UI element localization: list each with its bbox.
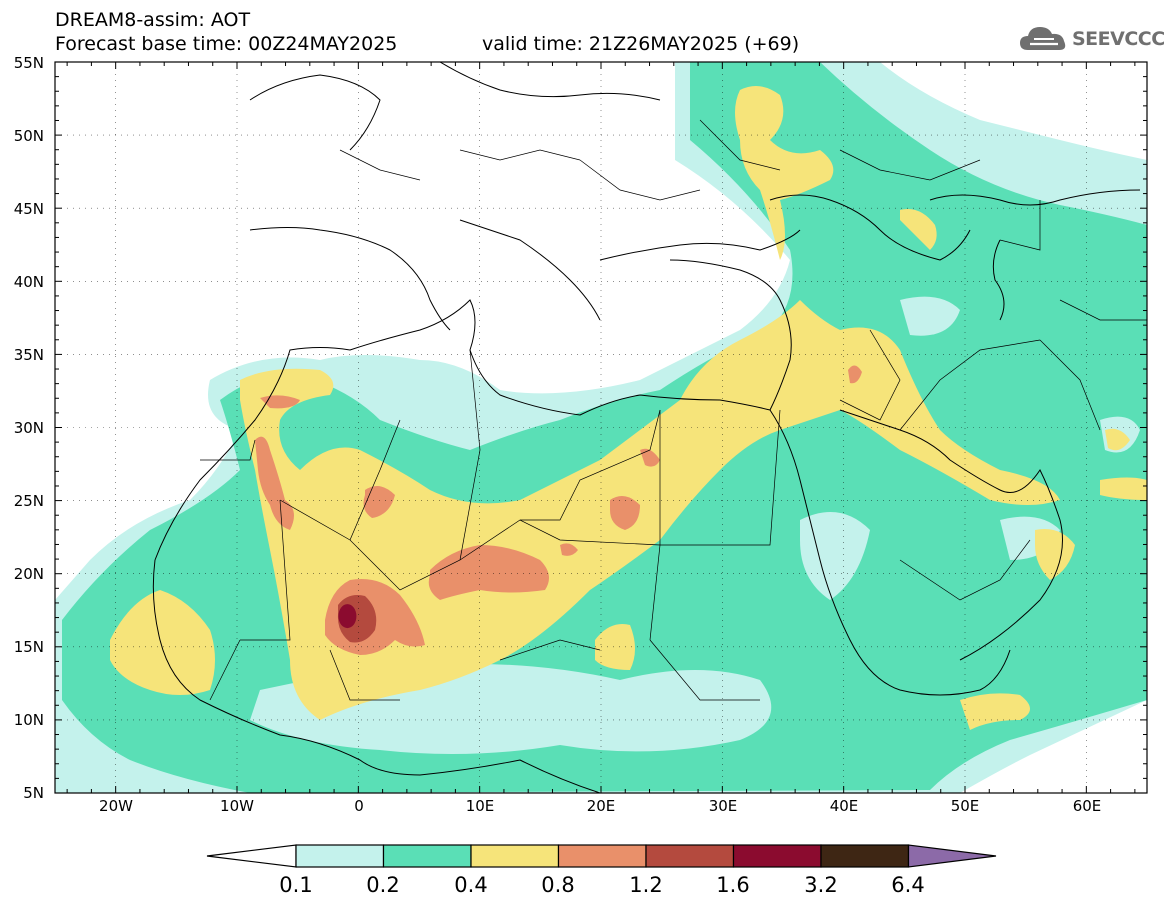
lon-label: 10W [220, 797, 254, 815]
colorbar-segment [820, 844, 910, 868]
lat-label: 45N [13, 200, 44, 218]
forecast-base-time: Forecast base time: 00Z24MAY2025 [55, 33, 398, 55]
coastlines [152, 62, 1141, 793]
aot-hot-spot [338, 604, 357, 629]
lat-label: 25N [13, 492, 44, 510]
colorbar-segment [645, 844, 735, 868]
lat-label: 55N [13, 54, 44, 72]
colorbar-segment [382, 844, 472, 868]
colorbar-segment [470, 844, 560, 868]
lon-label: 50E [950, 797, 980, 815]
colorbar-segment [295, 844, 385, 868]
lon-label: 10E [465, 797, 495, 815]
lon-label: 40E [829, 797, 859, 815]
colorbar-label: 6.4 [891, 873, 925, 897]
hot-spot-marker [338, 604, 357, 629]
logo-text: SEEVCCC [1072, 28, 1165, 50]
cloud-icon [1020, 27, 1066, 50]
colorbar-segment [732, 844, 822, 868]
lat-label: 10N [13, 711, 44, 729]
lat-label: 5N [23, 784, 44, 802]
colorbar [206, 844, 997, 868]
lat-label: 40N [13, 273, 44, 291]
valid-time: valid time: 21Z26MAY2025 (+69) [482, 33, 800, 55]
lon-label: 20W [99, 797, 133, 815]
colorbar-label: 1.2 [629, 873, 663, 897]
lat-label: 35N [13, 346, 44, 364]
lon-label: 60E [1072, 797, 1102, 815]
lat-label: 30N [13, 419, 44, 437]
country-borders [200, 119, 1147, 701]
graticule [55, 62, 1147, 793]
axis-ticks [55, 62, 1147, 793]
seevccc-logo: SEEVCCC [1018, 22, 1165, 56]
colorbar-overflow [907, 844, 997, 868]
colorbar-label: 3.2 [804, 873, 838, 897]
lon-label: 30E [708, 797, 738, 815]
colorbar-label: 0.4 [454, 873, 488, 897]
aot-band-0-4 [110, 86, 1147, 730]
lon-label: 0 [354, 797, 364, 815]
colorbar-label: 0.1 [279, 873, 313, 897]
lon-label: 20E [586, 797, 616, 815]
colorbar-label: 1.6 [716, 873, 750, 897]
product-title: DREAM8-assim: AOT [55, 9, 251, 31]
colorbar-label: 0.2 [366, 873, 400, 897]
colorbar-segment [557, 844, 647, 868]
colorbar-label: 0.8 [541, 873, 575, 897]
lat-label: 20N [13, 565, 44, 583]
colorbar-underflow [206, 844, 297, 868]
lat-label: 15N [13, 638, 44, 656]
lat-label: 50N [13, 127, 44, 145]
